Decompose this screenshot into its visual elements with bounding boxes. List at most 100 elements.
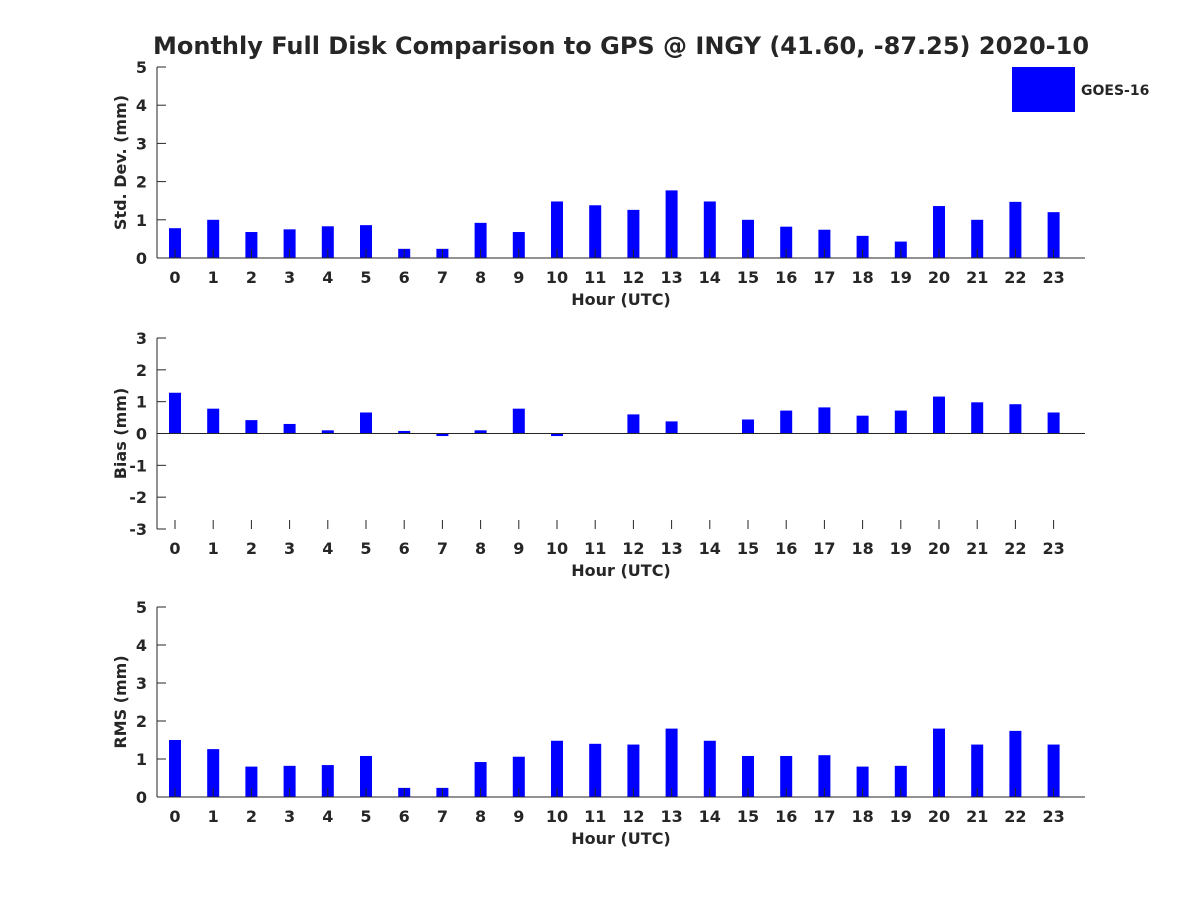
bar: [1009, 730, 1022, 797]
bar: [436, 433, 449, 437]
bar: [894, 410, 907, 434]
y-axis-label: Bias (mm): [111, 388, 130, 480]
bar: [818, 755, 831, 797]
x-tick-label: 19: [890, 807, 912, 826]
x-tick-label: 12: [622, 807, 644, 826]
y-tick-label: 0: [136, 249, 147, 268]
x-tick-label: 2: [246, 807, 257, 826]
bar: [551, 201, 563, 258]
bar: [360, 412, 372, 434]
x-tick-label: 20: [928, 268, 950, 287]
y-tick-label: -3: [129, 520, 147, 539]
y-tick-label: 3: [136, 329, 147, 348]
bar: [321, 765, 334, 797]
bar: [283, 229, 296, 258]
x-tick-label: 7: [437, 268, 448, 287]
y-tick-label: 1: [136, 393, 147, 412]
x-tick-label: 7: [437, 807, 448, 826]
x-tick-label: 3: [284, 539, 295, 558]
bar: [780, 755, 793, 797]
x-tick-label: 21: [966, 539, 988, 558]
bar: [245, 232, 258, 258]
x-tick-label: 2: [246, 539, 257, 558]
x-tick-label: 17: [813, 539, 835, 558]
x-tick-label: 12: [622, 268, 644, 287]
bar: [512, 756, 525, 797]
bar: [474, 762, 487, 797]
x-tick-label: 1: [208, 539, 219, 558]
x-tick-label: 22: [1004, 539, 1026, 558]
x-tick-label: 11: [584, 539, 606, 558]
bar: [665, 421, 678, 434]
x-tick-label: 14: [699, 268, 721, 287]
bar: [207, 219, 220, 258]
x-tick-label: 21: [966, 268, 988, 287]
y-tick-label: 5: [136, 598, 147, 617]
bar: [169, 740, 181, 797]
bar: [360, 755, 372, 797]
bar: [856, 415, 869, 434]
x-tick-label: 19: [890, 539, 912, 558]
x-tick-label: 6: [399, 807, 410, 826]
x-tick-label: 10: [546, 539, 568, 558]
x-tick-label: 3: [284, 268, 295, 287]
x-tick-label: 18: [851, 807, 873, 826]
bar: [933, 396, 945, 434]
y-tick-label: 2: [136, 361, 147, 380]
bar: [512, 232, 525, 258]
bar: [1047, 412, 1060, 434]
bar: [169, 228, 181, 258]
x-axis-label: Hour (UTC): [571, 829, 671, 848]
y-tick-label: 1: [136, 211, 147, 230]
bar: [245, 766, 258, 797]
bar: [207, 408, 220, 434]
y-tick-label: -2: [129, 488, 147, 507]
bar: [665, 190, 678, 258]
y-tick-label: 3: [136, 134, 147, 153]
bar: [360, 225, 372, 258]
bar: [703, 740, 716, 797]
x-tick-label: 15: [737, 539, 759, 558]
x-tick-label: 20: [928, 539, 950, 558]
x-axis-label: Hour (UTC): [571, 290, 671, 309]
bar: [1009, 404, 1022, 434]
x-tick-label: 16: [775, 268, 797, 287]
y-tick-label: 5: [136, 58, 147, 77]
x-tick-label: 22: [1004, 268, 1026, 287]
figure-title: Monthly Full Disk Comparison to GPS @ IN…: [153, 32, 1089, 60]
bar: [933, 206, 945, 258]
bar: [1047, 744, 1060, 797]
bar: [627, 414, 640, 434]
bar: [245, 420, 258, 434]
bar: [169, 392, 181, 434]
x-tick-label: 8: [475, 539, 486, 558]
bar: [321, 226, 334, 258]
y-tick-label: 4: [136, 636, 147, 655]
x-tick-label: 0: [169, 539, 180, 558]
x-tick-label: 14: [699, 539, 721, 558]
y-tick-label: 4: [136, 96, 147, 115]
x-tick-label: 5: [360, 268, 371, 287]
bar: [971, 402, 984, 434]
x-tick-label: 16: [775, 807, 797, 826]
x-tick-label: 1: [208, 268, 219, 287]
x-tick-label: 18: [851, 268, 873, 287]
bar: [856, 235, 869, 258]
bar: [321, 430, 334, 434]
x-tick-label: 13: [660, 807, 682, 826]
bar: [780, 226, 793, 258]
y-tick-label: 1: [136, 750, 147, 769]
x-tick-label: 4: [322, 539, 333, 558]
x-tick-label: 11: [584, 807, 606, 826]
x-tick-label: 4: [322, 268, 333, 287]
x-tick-label: 13: [660, 268, 682, 287]
y-axis-label: RMS (mm): [111, 655, 130, 748]
y-axis-label: Std. Dev. (mm): [111, 95, 130, 230]
x-tick-label: 23: [1042, 539, 1064, 558]
x-tick-label: 5: [360, 807, 371, 826]
x-tick-label: 6: [399, 539, 410, 558]
x-tick-label: 11: [584, 268, 606, 287]
